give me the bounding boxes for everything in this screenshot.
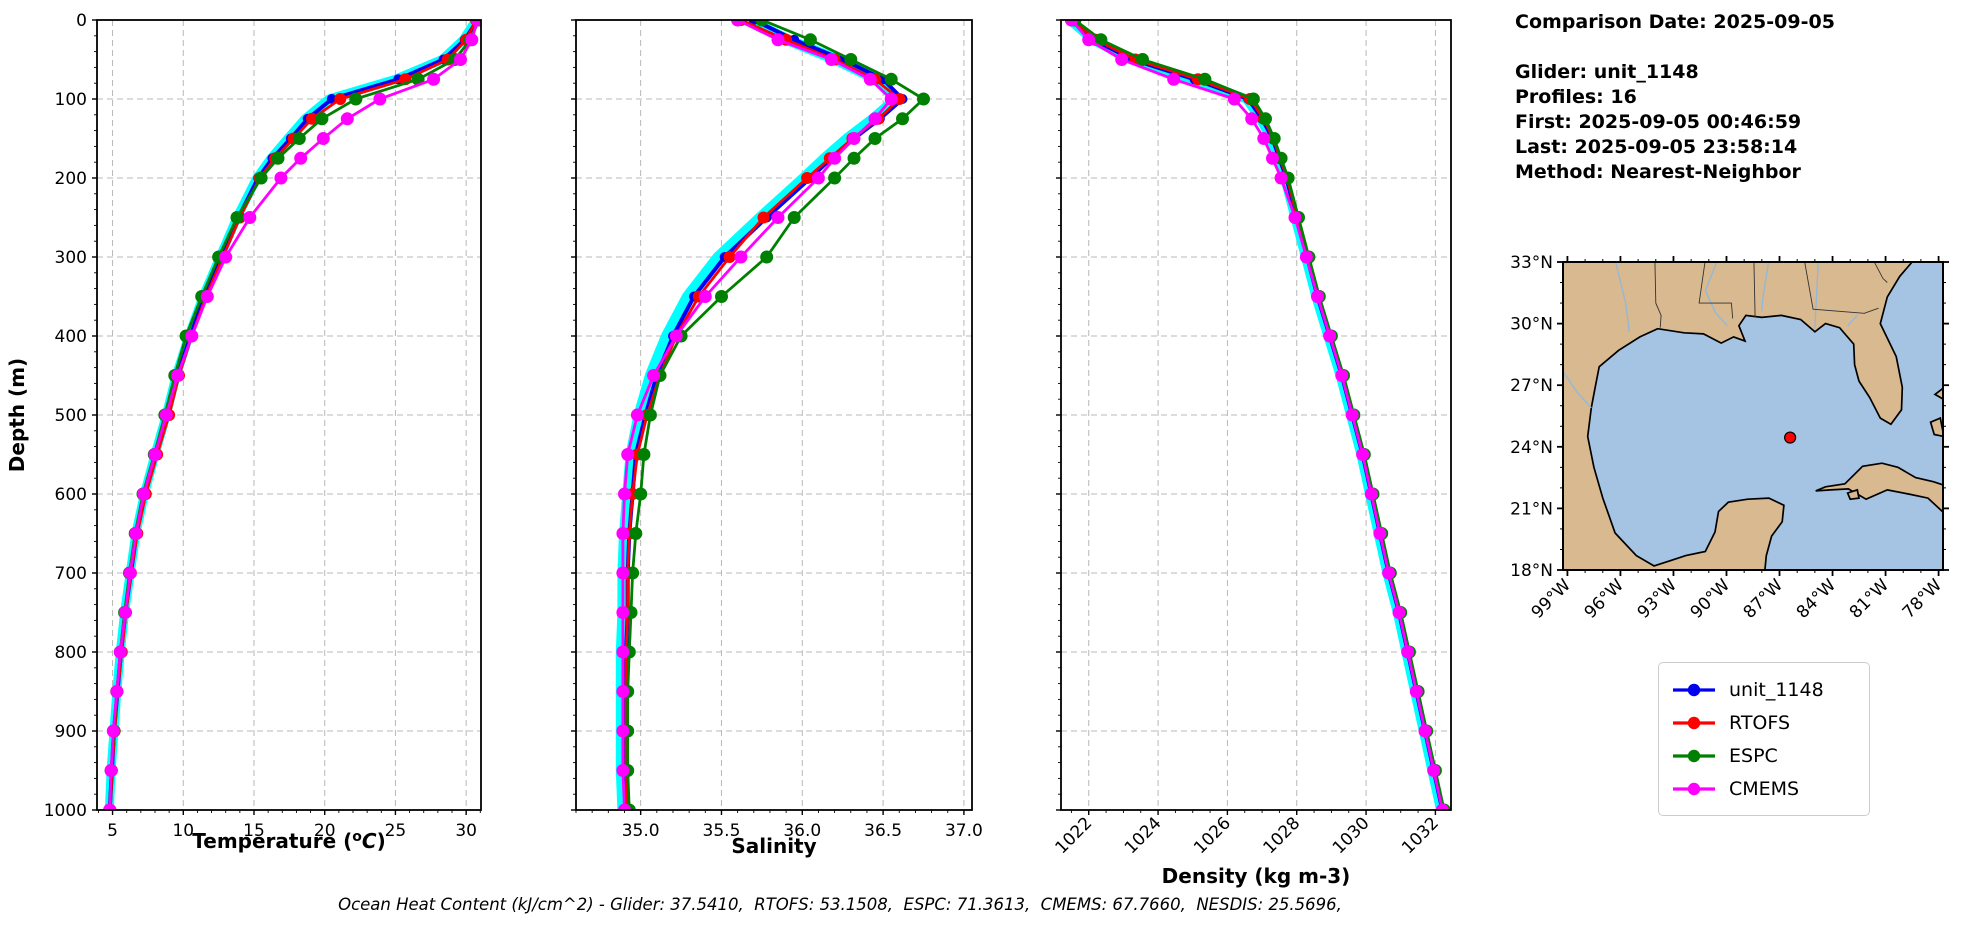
x-tick-label: 1032 (1398, 813, 1443, 858)
salinity-axis-label: Salinity (731, 834, 816, 858)
depth-tick-label: 600 (55, 485, 87, 505)
legend-line-swatch (1673, 749, 1715, 762)
legend-line-swatch (1673, 683, 1715, 696)
legend-label: CMEMS (1729, 777, 1800, 800)
map-state-border (1753, 262, 1756, 318)
map-lon-label: 90°W (1687, 575, 1734, 622)
info-panel: Comparison Date: 2025-09-05 Glider: unit… (1515, 10, 1835, 185)
x-tick-label: 1028 (1260, 813, 1305, 858)
map-river (1847, 314, 1858, 327)
x-tick-label: 35.0 (622, 821, 660, 841)
info-spacer (1515, 35, 1835, 60)
x-tick-label: 25 (385, 821, 407, 841)
map-lat-label: 18°N (1510, 561, 1553, 581)
glider-position-marker (1784, 431, 1797, 444)
x-tick-label: 1030 (1329, 813, 1374, 858)
map-lon-label: 87°W (1740, 575, 1787, 622)
depth-axis-label: Depth (m) (5, 358, 29, 472)
map-lat-label: 24°N (1510, 438, 1553, 458)
x-tick-label: 20 (314, 821, 336, 841)
map-land (1563, 262, 1914, 570)
map-land (1933, 387, 1943, 401)
x-tick-label: 35.5 (703, 821, 741, 841)
depth-tick-label: 0 (76, 11, 87, 31)
legend: unit_1148 RTOFS ESPC CMEMS (1658, 662, 1870, 816)
comparison-date-text: Comparison Date: 2025-09-05 (1515, 11, 1835, 33)
legend-item-ESPC: ESPC (1671, 739, 1857, 772)
density-axis-label: Density (kg m-3) (1162, 864, 1351, 888)
map-lon-label: 99°W (1528, 575, 1575, 622)
map-river (1704, 262, 1728, 327)
temperature-plot: 5 10 15 20 25 3001002003004005006007008009001… (5, 11, 482, 853)
map-river (1814, 262, 1819, 329)
depth-tick-label: 400 (55, 327, 87, 347)
location-map: 33°N 30°N 27°N 24°N 21°N 18°N99°W 96°W 93°W 90°W… (1510, 253, 1949, 623)
depth-tick-label: 900 (55, 722, 87, 742)
x-tick-label: 30 (455, 821, 477, 841)
map-lon-label: 93°W (1634, 575, 1681, 622)
x-tick-label: 5 (107, 821, 118, 841)
map-state-border (1873, 262, 1888, 283)
map-lat-label: 21°N (1510, 499, 1553, 519)
x-tick-label: 36.5 (864, 821, 902, 841)
temperature-axis-label: Temperature (oC) (192, 829, 385, 853)
map-state-border (1804, 262, 1879, 314)
legend-label: ESPC (1729, 744, 1778, 767)
map-river (1761, 262, 1770, 312)
legend-line-swatch (1673, 782, 1715, 795)
map-lon-label: 78°W (1899, 575, 1946, 622)
salinity-plot: 35.0 35.5 36.0 36.5 37.0 Salinity (571, 19, 983, 858)
map-land (1815, 462, 1943, 514)
map-land (1929, 416, 1943, 438)
series-CMEMS (103, 20, 481, 810)
legend-label: RTOFS (1729, 711, 1791, 734)
ocean-heat-content-footer: Ocean Heat Content (kJ/cm^2) - Glider: 3… (338, 895, 1342, 914)
profiles-count-text: Profiles: 16 (1515, 86, 1637, 108)
depth-tick-label: 200 (55, 169, 87, 189)
map-river (1614, 262, 1630, 332)
glider-name-text: Glider: unit_1148 (1515, 61, 1699, 83)
depth-tick-label: 100 (55, 90, 87, 110)
map-state-border (1698, 262, 1734, 319)
series-CMEMS (1064, 20, 1449, 810)
legend-item-RTOFS: RTOFS (1671, 706, 1857, 739)
x-tick-label: 1022 (1052, 813, 1097, 858)
map-lat-label: 33°N (1510, 253, 1553, 273)
legend-line-swatch (1673, 716, 1715, 729)
x-tick-label: 1024 (1121, 813, 1166, 858)
map-lon-label: 84°W (1793, 575, 1840, 622)
legend-item-CMEMS: CMEMS (1671, 772, 1857, 805)
map-lon-label: 96°W (1581, 575, 1628, 622)
x-tick-label: 10 (172, 821, 194, 841)
map-lat-label: 27°N (1510, 376, 1553, 396)
depth-tick-label: 800 (55, 643, 87, 663)
map-lon-label: 81°W (1846, 575, 1893, 622)
depth-tick-label: 500 (55, 406, 87, 426)
series-CMEMS (616, 20, 898, 810)
last-profile-text: Last: 2025-09-05 23:58:14 (1515, 136, 1798, 158)
x-tick-label: 1026 (1190, 813, 1235, 858)
map-lat-label: 30°N (1510, 315, 1553, 335)
depth-tick-label: 1000 (44, 801, 87, 821)
map-land (1846, 488, 1861, 501)
method-text: Method: Nearest-Neighbor (1515, 161, 1801, 183)
map-state-border (1654, 262, 1662, 328)
depth-tick-label: 300 (55, 248, 87, 268)
legend-item-unit_1148: unit_1148 (1671, 673, 1857, 706)
depth-tick-label: 700 (55, 564, 87, 584)
x-tick-label: 37.0 (945, 821, 983, 841)
series-unit_1148 (621, 20, 908, 810)
legend-label: unit_1148 (1729, 678, 1824, 701)
x-tick-label: 15 (243, 821, 265, 841)
x-tick-label: 36.0 (783, 821, 821, 841)
first-profile-text: First: 2025-09-05 00:46:59 (1515, 111, 1802, 133)
density-plot: 1022 1024 1026 1028 1030 1032 Density (kg m-3) (1052, 19, 1452, 888)
